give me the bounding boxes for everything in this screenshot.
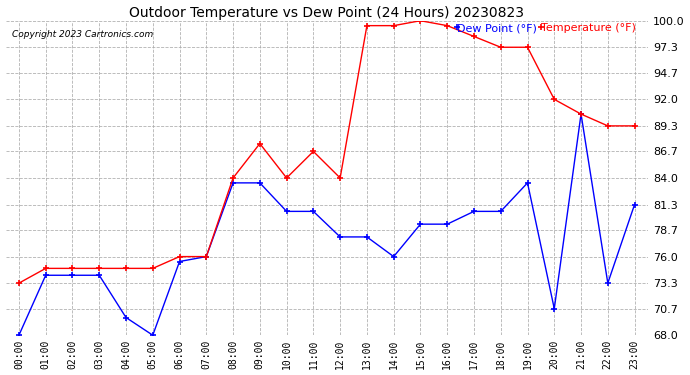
Temperature (°F) [550, 97, 558, 102]
Dew Point (°F) [550, 306, 558, 311]
Temperature (°F) [470, 34, 478, 39]
Temperature (°F) [524, 45, 532, 50]
Dew Point (°F) [470, 209, 478, 214]
Title: Outdoor Temperature vs Dew Point (24 Hours) 20230823: Outdoor Temperature vs Dew Point (24 Hou… [129, 6, 524, 20]
Dew Point (°F) [68, 273, 77, 278]
Dew Point (°F) [202, 254, 210, 259]
Dew Point (°F) [497, 209, 505, 214]
Temperature (°F) [497, 45, 505, 50]
Dew Point (°F) [390, 254, 398, 259]
Dew Point (°F) [309, 209, 317, 214]
Dew Point (°F) [336, 235, 344, 239]
Temperature (°F) [282, 176, 290, 180]
Temperature (°F) [416, 18, 424, 23]
Dew Point (°F) [122, 315, 130, 320]
Temperature (°F) [202, 254, 210, 259]
Dew Point (°F) [229, 181, 237, 185]
Temperature (°F) [14, 281, 23, 285]
Temperature (°F) [122, 266, 130, 271]
Temperature (°F) [229, 176, 237, 180]
Line: Dew Point (°F): Dew Point (°F) [15, 111, 638, 339]
Dew Point (°F) [95, 273, 104, 278]
Temperature (°F) [256, 141, 264, 146]
Dew Point (°F) [14, 333, 23, 338]
Dew Point (°F) [282, 209, 290, 214]
Dew Point (°F) [524, 181, 532, 185]
Dew Point (°F) [363, 235, 371, 239]
Dew Point (°F) [175, 259, 184, 264]
Temperature (°F) [631, 124, 639, 128]
Temperature (°F) [175, 254, 184, 259]
Dew Point (°F) [148, 333, 157, 338]
Line: Temperature (°F): Temperature (°F) [15, 17, 638, 286]
Dew Point (°F) [416, 222, 424, 226]
Dew Point (°F) [41, 273, 50, 278]
Temperature (°F) [41, 266, 50, 271]
Temperature (°F) [443, 23, 451, 28]
Temperature (°F) [336, 176, 344, 180]
Text: Copyright 2023 Cartronics.com: Copyright 2023 Cartronics.com [12, 30, 153, 39]
Temperature (°F) [68, 266, 77, 271]
Legend: Dew Point (°F), Temperature (°F): Dew Point (°F), Temperature (°F) [457, 23, 636, 33]
Dew Point (°F) [256, 181, 264, 185]
Temperature (°F) [95, 266, 104, 271]
Temperature (°F) [363, 23, 371, 28]
Temperature (°F) [390, 23, 398, 28]
Dew Point (°F) [443, 222, 451, 226]
Temperature (°F) [148, 266, 157, 271]
Temperature (°F) [577, 112, 585, 116]
Dew Point (°F) [631, 202, 639, 207]
Dew Point (°F) [577, 112, 585, 116]
Temperature (°F) [309, 149, 317, 154]
Dew Point (°F) [604, 281, 612, 285]
Temperature (°F) [604, 124, 612, 128]
